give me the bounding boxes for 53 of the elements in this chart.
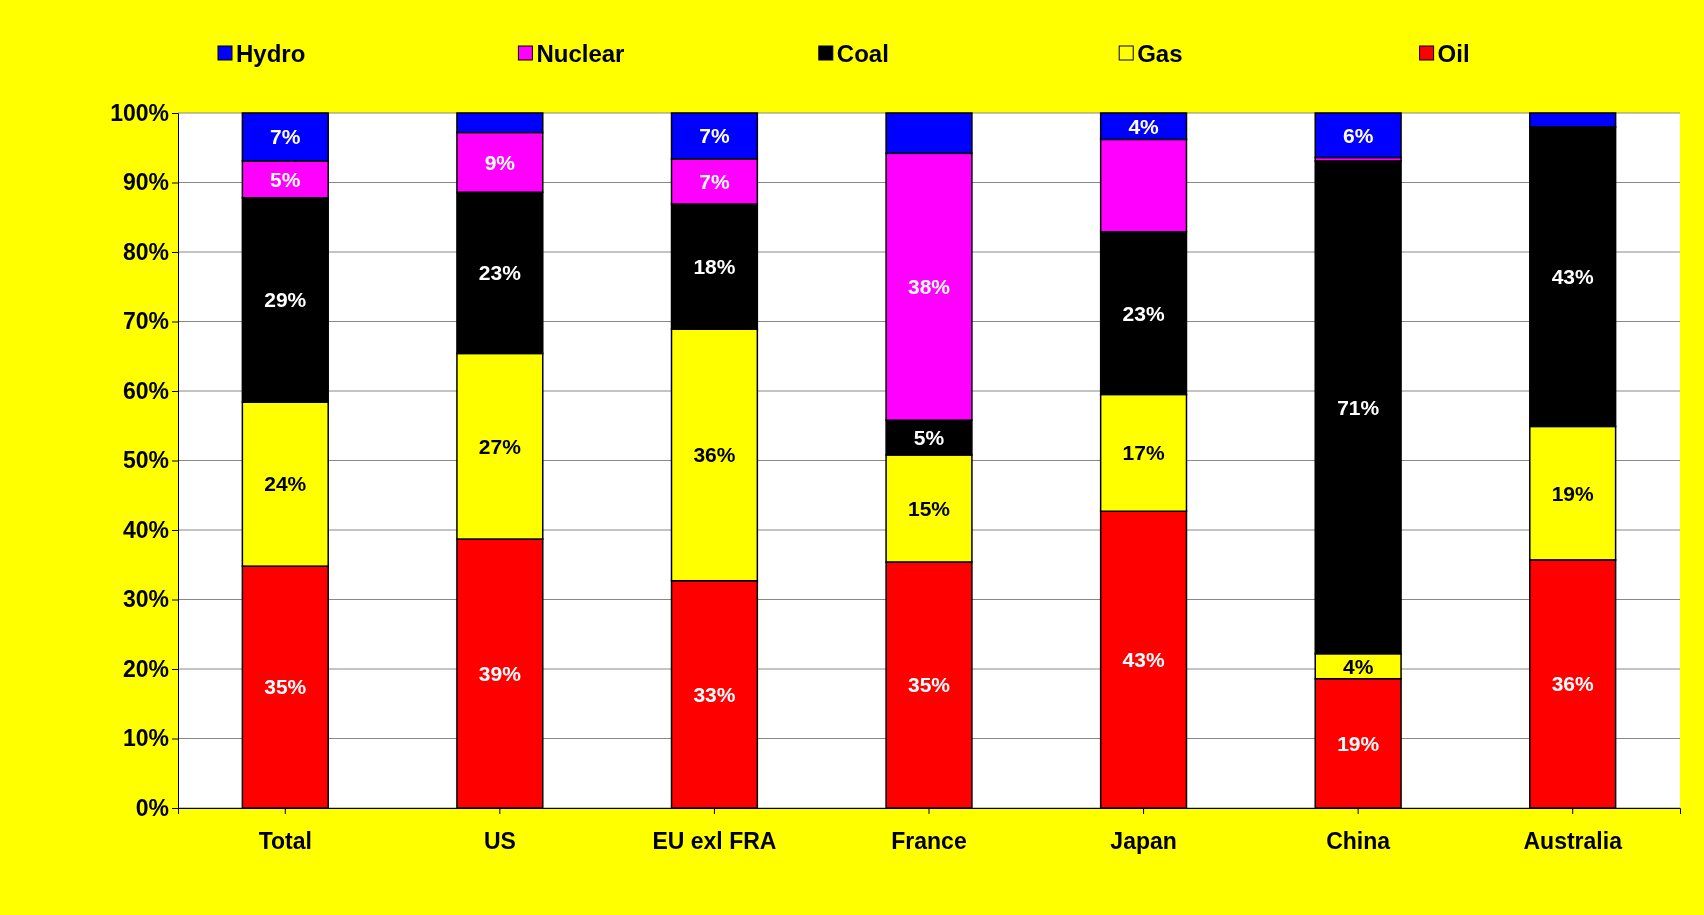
data-label: 23% — [478, 261, 522, 285]
data-label: 4% — [1342, 654, 1374, 678]
legend-label: Hydro — [236, 40, 306, 68]
data-label: 38% — [907, 275, 951, 299]
data-label: 43% — [1122, 647, 1165, 671]
data-label: 4% — [1128, 114, 1160, 138]
y-tick-label: 60% — [122, 377, 169, 404]
data-label: 18% — [693, 254, 736, 278]
data-label: 24% — [264, 472, 307, 496]
y-tick-label: 30% — [122, 586, 169, 613]
data-label: 6% — [1342, 123, 1374, 147]
legend-label: Coal — [836, 40, 889, 68]
data-label: 7% — [699, 169, 730, 193]
y-tick-label: 80% — [122, 238, 169, 265]
data-label: 36% — [1551, 672, 1595, 696]
data-label: 23% — [1122, 301, 1165, 325]
y-tick-label: 70% — [122, 308, 169, 335]
data-label: 35% — [264, 675, 307, 699]
data-label: 19% — [1337, 731, 1380, 755]
data-label: 7% — [270, 125, 301, 149]
legend-label: Gas — [1137, 40, 1183, 68]
data-label: 7% — [699, 124, 730, 148]
data-label: 19% — [1551, 481, 1595, 505]
y-tick-label: 10% — [122, 725, 169, 752]
data-label: 27% — [478, 434, 522, 458]
data-label: 36% — [693, 443, 736, 467]
data-label: 5% — [913, 425, 945, 449]
x-tick-label: Total — [258, 828, 312, 855]
data-label: 39% — [478, 661, 522, 685]
x-tick-label: France — [891, 828, 967, 855]
y-tick-label: 50% — [122, 447, 169, 474]
x-tick-label: EU exl FRA — [652, 828, 777, 855]
x-tick-label: US — [483, 828, 516, 855]
data-label: 35% — [907, 673, 951, 697]
y-tick-label: 20% — [122, 655, 169, 682]
data-label: 71% — [1337, 395, 1380, 419]
y-tick-label: 90% — [122, 169, 169, 196]
legend-label: Nuclear — [536, 40, 625, 68]
bar — [1314, 112, 1402, 159]
data-label: 33% — [693, 682, 736, 706]
data-label: 9% — [484, 150, 516, 174]
data-label: 29% — [264, 288, 307, 312]
y-tick-label: 100% — [110, 99, 169, 126]
data-label: 15% — [907, 496, 951, 520]
data-label: 17% — [1122, 441, 1165, 465]
data-label: 5% — [270, 167, 301, 191]
y-tick-label: 0% — [135, 794, 169, 821]
x-tick-label: China — [1326, 828, 1391, 855]
x-tick-label: Australia — [1523, 828, 1623, 855]
legend-label: Oil — [1437, 40, 1470, 68]
y-tick-label: 40% — [122, 516, 169, 543]
x-tick-label: Japan — [1110, 828, 1177, 855]
data-label: 43% — [1551, 265, 1595, 289]
